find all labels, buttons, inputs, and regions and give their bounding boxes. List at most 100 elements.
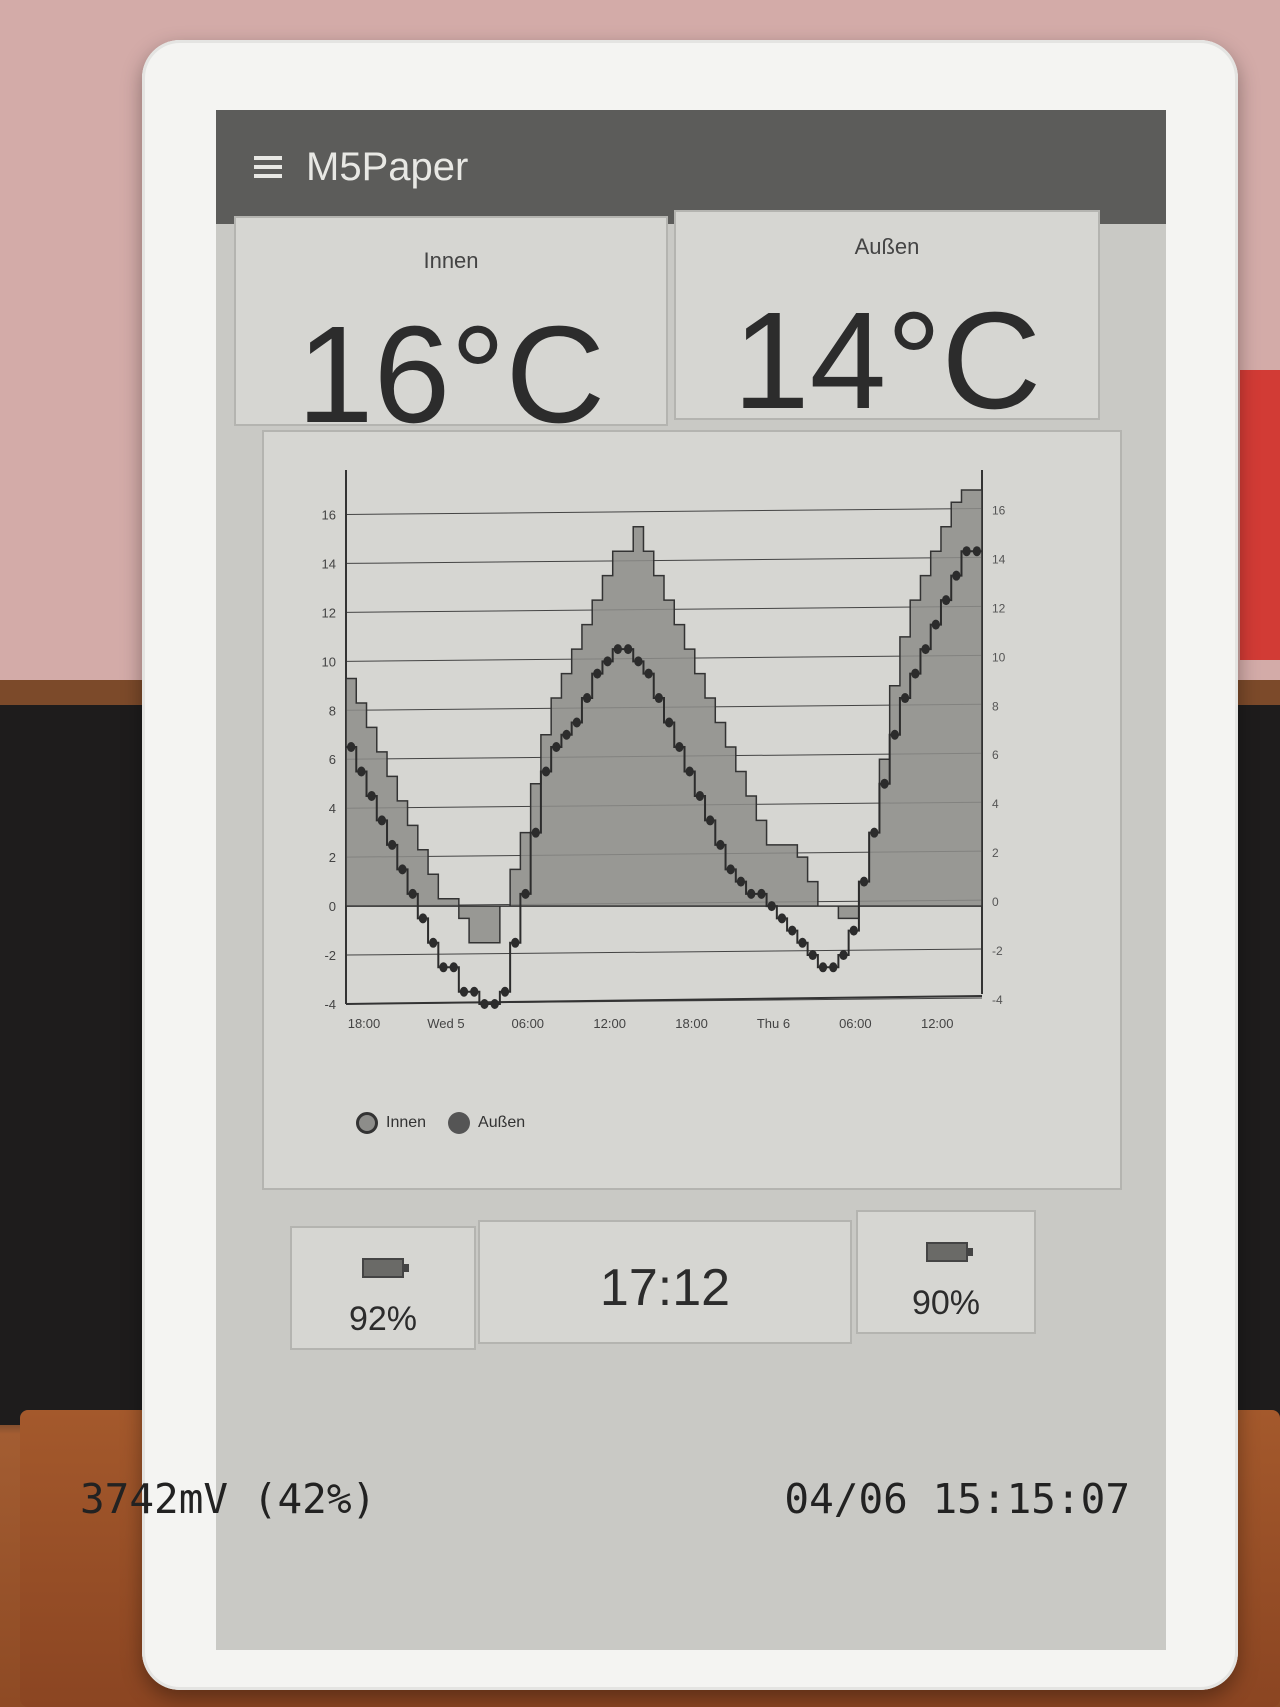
series-aussen-point [593,668,602,679]
inside-temp-card: Innen 16°C [234,216,668,452]
clock-card: 17:12 [478,1220,852,1344]
background-red-object [1240,370,1280,660]
outside-temp-card: Außen 14°C [674,210,1100,438]
series-aussen-point [777,913,787,924]
series-aussen-point [921,644,930,655]
series-aussen-point [665,717,674,728]
series-aussen-point [623,644,633,655]
temperature-chart: -4 -4 -2 -2 0 0 2 2 4 4 6 6 8 8 10 10 12 12 14 14 16 16 18:00 W… [322,470,1006,1031]
series-aussen-point [521,888,530,899]
series-aussen-point [726,864,735,875]
series-aussen-point [459,986,469,997]
series-aussen-point [357,766,366,777]
y-tick-label-left: 12 [322,605,336,620]
series-aussen-point [449,962,458,973]
app-title: M5Paper [306,144,469,189]
series-aussen-point [490,999,499,1009]
series-aussen-point [767,901,776,912]
series-aussen-point [706,815,715,826]
x-tick-label: 18:00 [348,1016,381,1031]
y-tick-label-left: -2 [324,948,336,963]
chart-legend: Innen Außen [356,1112,547,1134]
clock-display: 17:12 [599,1259,731,1317]
legend-label-aussen: Außen [478,1114,526,1131]
series-aussen-point [511,937,520,948]
series-aussen-point [685,766,694,777]
y-tick-label-right: 10 [992,650,1006,664]
series-aussen-point [962,546,971,557]
series-aussen-point [736,876,746,887]
series-aussen-point [582,693,592,704]
series-aussen-point [562,729,571,740]
series-aussen-point [695,790,705,801]
series-aussen-point [757,888,766,899]
x-tick-label: Thu 6 [757,1016,790,1031]
hamburger-menu-icon[interactable] [254,156,282,178]
x-tick-label: 12:00 [593,1016,626,1031]
series-aussen-point [788,925,797,936]
series-aussen-point [890,729,899,740]
series-aussen-point [644,668,653,679]
y-tick-label-right: 4 [992,797,999,811]
series-aussen-point [849,925,858,936]
y-tick-label-right: -4 [992,993,1003,1007]
series-aussen-point [500,986,510,997]
x-axis [345,995,983,1005]
app-bar: M5Paper [216,110,1166,224]
y-tick-label-left: 14 [322,556,336,571]
series-aussen-point [900,693,910,704]
series-aussen-point [808,950,817,961]
battery-left-percent: 92% [348,1300,418,1338]
y-tick-label-left: 8 [329,703,336,718]
outside-temp-value: 14°C [732,284,1042,438]
x-tick-label: 06:00 [512,1016,545,1031]
series-aussen-point [398,864,407,875]
eink-screen: M5Paper Innen 16°C Außen 14°C -4 -4 -2 -2 0 0… [216,110,1166,1650]
legend-label-innen: Innen [386,1114,427,1131]
x-tick-label: 18:00 [675,1016,708,1031]
series-aussen-point [613,644,622,655]
series-aussen-point [747,888,756,899]
legend-swatch-aussen [448,1112,471,1134]
series-aussen-point [941,595,951,606]
y-tick-label-right: 0 [992,895,999,909]
series-aussen-point [870,827,879,838]
grid-line [345,948,983,956]
status-bar: 3742mV (42%) 04/06 15:15:07 [80,1475,1130,1523]
battery-card-right: 90% [856,1210,1036,1334]
y-tick-label-right: 14 [992,552,1006,566]
series-aussen-point [388,839,397,850]
series-aussen-point [839,950,848,961]
series-aussen-point [716,839,725,850]
series-aussen-point [798,937,807,948]
series-aussen-point [408,888,417,899]
series-aussen-point [654,693,663,704]
y-tick-label-right: 6 [992,748,999,762]
series-aussen-point [931,619,940,630]
y-tick-label-right: 2 [992,846,999,860]
x-tick-label: 06:00 [839,1016,872,1031]
series-aussen-point [470,986,479,997]
y-tick-label-left: 0 [329,899,336,914]
y-tick-label-left: 4 [329,801,336,816]
y-tick-label-left: 10 [322,654,336,669]
battery-icon [362,1258,409,1278]
legend-swatch-innen [356,1112,378,1134]
series-aussen-point [952,570,961,581]
series-aussen-point [552,742,561,752]
series-aussen-point [572,717,581,728]
y-tick-label-right: 8 [992,699,999,713]
series-aussen-point [439,962,448,973]
series-aussen-point [859,876,869,887]
series-aussen-point [972,546,981,557]
series-aussen-point [634,656,643,667]
series-aussen-point [377,815,387,826]
series-aussen-point [418,913,428,924]
y-tick-label-left: 2 [329,850,336,865]
y-tick-label-right: 16 [992,503,1006,517]
series-aussen-point [541,766,551,777]
battery-icon [926,1242,973,1262]
inside-temp-label: Innen [423,248,479,273]
series-aussen-point [911,668,920,679]
outside-temp-label: Außen [854,234,920,259]
